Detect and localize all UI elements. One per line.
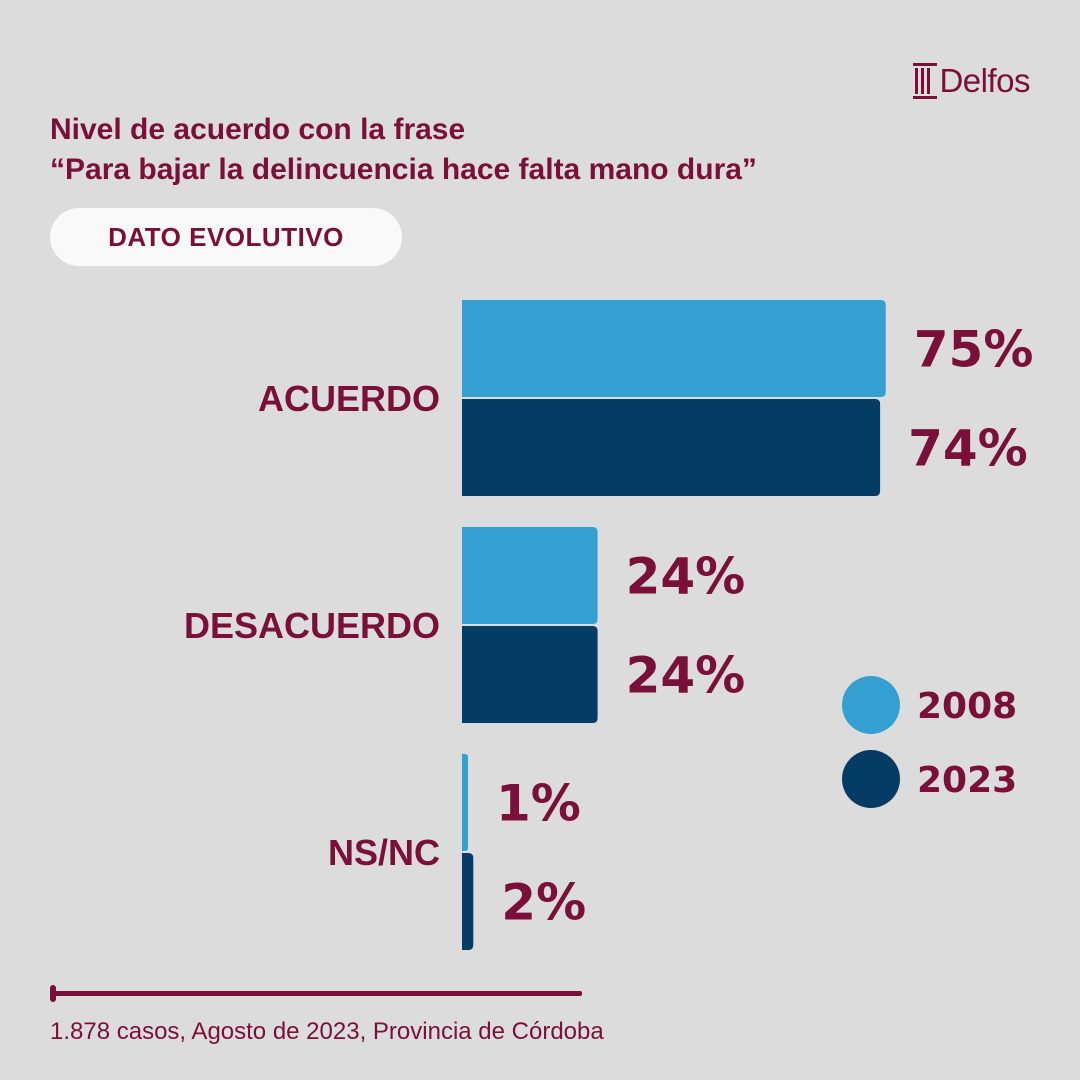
title-line-1: Nivel de acuerdo con la frase bbox=[50, 113, 466, 146]
legend-label-2008: 2008 bbox=[917, 686, 1017, 727]
columns-logo-icon bbox=[913, 63, 938, 99]
footer-divider bbox=[50, 991, 582, 996]
legend-label-2023: 2023 bbox=[917, 760, 1017, 801]
bar-ns-nc-2008 bbox=[462, 754, 468, 851]
bar-acuerdo-2008 bbox=[462, 300, 886, 397]
bar-desacuerdo-2008 bbox=[462, 527, 598, 624]
dato-evolutivo-badge: DATO EVOLUTIVO bbox=[50, 208, 402, 266]
title-line-2: “Para bajar la delincuencia hace falta m… bbox=[50, 153, 757, 186]
legend-swatch-2008 bbox=[842, 676, 900, 734]
footer-note: 1.878 casos, Agosto de 2023, Provincia d… bbox=[50, 1018, 604, 1045]
category-label-ns-nc: NS/NC bbox=[328, 832, 440, 873]
value-label-acuerdo-2023: 74% bbox=[908, 420, 1028, 478]
legend-swatch-2023 bbox=[842, 750, 900, 808]
value-label-ns-nc-2023: 2% bbox=[501, 874, 586, 932]
category-label-desacuerdo: DESACUERDO bbox=[184, 605, 440, 646]
bar-acuerdo-2023 bbox=[462, 399, 881, 496]
bar-desacuerdo-2023 bbox=[462, 626, 598, 723]
category-label-acuerdo: ACUERDO bbox=[258, 378, 440, 419]
value-label-acuerdo-2008: 75% bbox=[914, 321, 1034, 379]
brand-name: Delfos bbox=[939, 62, 1030, 99]
delfos-logo: Delfos bbox=[913, 62, 1030, 100]
value-label-desacuerdo-2008: 24% bbox=[626, 548, 746, 606]
chart-title: Nivel de acuerdo con la frase “Para baja… bbox=[50, 110, 950, 190]
bar-ns-nc-2023 bbox=[462, 853, 474, 950]
value-label-ns-nc-2008: 1% bbox=[496, 775, 581, 833]
value-label-desacuerdo-2023: 24% bbox=[626, 647, 746, 705]
